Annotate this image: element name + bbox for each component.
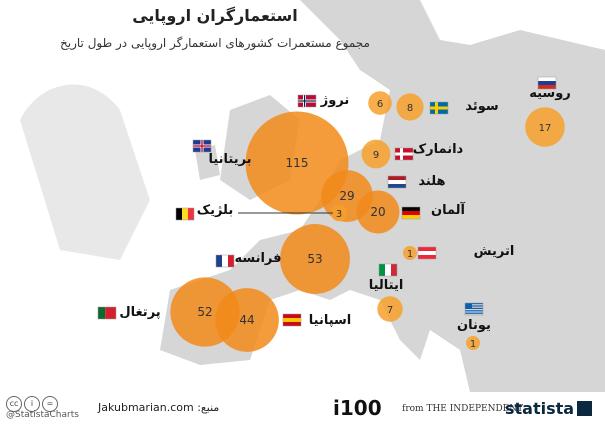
- value-label-it: 7: [387, 305, 393, 316]
- flag-be-icon: [175, 207, 195, 221]
- value-label-at: 1: [407, 249, 413, 260]
- statista-mark-icon: [577, 401, 593, 416]
- value-label-no: 6: [377, 99, 383, 110]
- i100-logo: i100: [333, 396, 382, 420]
- country-label-gr: یونان: [457, 318, 491, 333]
- statista-logo-text: statista: [505, 399, 575, 418]
- country-label-ru: روسیه: [529, 86, 571, 101]
- flag-ru-icon: [537, 76, 557, 90]
- flag-at-icon: [417, 246, 437, 260]
- country-label-gb: بریتانیا: [208, 152, 251, 167]
- value-label-ru: 17: [539, 123, 552, 134]
- labels-layer: بریتانیا فرانسه پرتغال اسپانیا هلند آلمان روسی…: [119, 86, 570, 333]
- value-label-pt: 52: [197, 305, 212, 319]
- bubbles-layer: 115 53 52 44 29 20 17 9 8 7 6 3 1 1: [170, 91, 565, 352]
- chart-title: استعمارگران اروپایی: [132, 6, 298, 25]
- flag-pt-icon: [97, 306, 117, 320]
- value-label-dk: 9: [373, 150, 379, 161]
- flag-de-icon: [401, 206, 421, 220]
- bubble-at: [403, 246, 417, 260]
- flag-gb-icon: [192, 139, 212, 153]
- independent-logo: from THE INDEPENDENT: [402, 404, 524, 414]
- chart-subtitle: مجموع مستعمرات کشورهای استعمارگر اروپایی…: [60, 36, 370, 50]
- value-label-se: 8: [407, 103, 413, 114]
- flag-fr-icon: [215, 254, 235, 268]
- i100-logo-text: i100: [333, 396, 382, 420]
- country-label-it: ایتالیا: [369, 278, 404, 293]
- country-label-de: آلمان: [431, 201, 466, 218]
- bubble-es: [215, 288, 279, 352]
- country-label-es: اسپانیا: [309, 313, 352, 328]
- bubble-it: [377, 296, 403, 322]
- bubble-be: [330, 204, 348, 222]
- equals-icon: =: [42, 396, 58, 412]
- flag-se-icon: [429, 101, 449, 115]
- value-label-de: 20: [370, 205, 385, 219]
- statista-logo: statista: [505, 399, 593, 418]
- country-label-se: سوئد: [465, 99, 498, 114]
- cc-icon: cc: [6, 396, 22, 412]
- bubble-gr: [466, 336, 480, 350]
- value-label-be: 3: [336, 209, 342, 220]
- country-label-pt: پرتغال: [119, 305, 160, 320]
- country-label-nl: هلند: [418, 174, 445, 189]
- country-label-be: بلژیک: [197, 203, 233, 218]
- flag-gr-icon: [464, 302, 484, 316]
- flag-dk-icon: [394, 147, 414, 161]
- flag-es-icon: [282, 313, 302, 327]
- country-label-no: نروژ: [320, 93, 350, 108]
- value-label-es: 44: [239, 313, 254, 327]
- value-label-nl: 29: [339, 189, 354, 203]
- value-label-gr: 1: [470, 339, 476, 350]
- bubble-dk: [361, 139, 391, 169]
- footer-bar: [0, 392, 605, 425]
- flag-no-icon: [297, 94, 317, 108]
- bubble-se: [396, 93, 424, 121]
- source-note: منبع: Jakubmarian.com: [98, 401, 220, 414]
- value-label-gb: 115: [286, 156, 309, 170]
- bubble-fr: [280, 224, 350, 294]
- flags-layer: [97, 76, 557, 327]
- bubble-de: [356, 190, 400, 234]
- country-label-dk: دانمارک: [413, 142, 464, 157]
- flag-it-icon: [378, 263, 398, 277]
- country-label-fr: فرانسه: [234, 251, 281, 266]
- country-label-at: اتریش: [474, 244, 515, 259]
- twitter-handle: @StatistaCharts: [6, 410, 79, 420]
- value-label-fr: 53: [307, 252, 322, 266]
- bubble-ru: [525, 107, 565, 147]
- flag-nl-icon: [387, 175, 407, 189]
- license-icons: cc i =: [6, 396, 60, 412]
- bubble-no: [368, 91, 392, 115]
- by-icon: i: [24, 396, 40, 412]
